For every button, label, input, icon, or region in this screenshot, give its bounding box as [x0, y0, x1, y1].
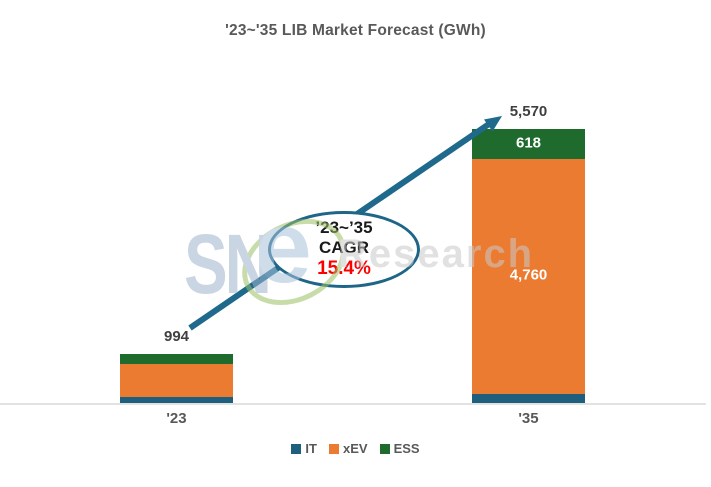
- bar-segment-xev: [120, 363, 233, 398]
- bar-segment-xev: 4,760: [472, 159, 585, 394]
- legend-item-xev: xEV: [328, 441, 368, 456]
- legend-swatch-ess: [379, 443, 390, 454]
- bar-23: 994: [120, 328, 233, 403]
- bar-segment-it: [472, 393, 585, 403]
- bar-total-label: 5,570: [509, 103, 548, 120]
- cagr-value: 15.4%: [317, 258, 371, 280]
- bar-total-label: 994: [163, 328, 190, 346]
- chart-title: '23~'35 LIB Market Forecast (GWh): [225, 22, 486, 39]
- x-axis-label-23: '23: [166, 410, 187, 427]
- bar-35: 4,760 618 5,570: [472, 103, 585, 403]
- legend-swatch-it: [291, 443, 302, 454]
- legend-swatch-xev: [328, 443, 339, 454]
- bar-segment-ess: 618: [472, 129, 585, 160]
- arrowhead-icon: [484, 116, 502, 132]
- cagr-period: ’23~’35: [315, 217, 373, 237]
- segment-value-label: 4,760: [509, 267, 548, 285]
- cagr-callout: ’23~’35 CAGR 15.4%: [268, 211, 420, 288]
- legend-label-it: IT: [305, 441, 317, 456]
- legend-item-ess: ESS: [379, 441, 420, 456]
- legend-label-xev: xEV: [342, 441, 368, 456]
- legend: IT xEV ESS: [0, 441, 711, 456]
- legend-item-it: IT: [291, 441, 317, 456]
- bar-segment-ess: [120, 354, 233, 364]
- x-axis-line: [0, 403, 706, 405]
- segment-value-label: 618: [515, 134, 542, 152]
- x-axis-label-35: '35: [518, 410, 539, 427]
- legend-label-ess: ESS: [393, 441, 420, 456]
- bar-segment-it: [120, 397, 233, 403]
- cagr-metric: CAGR: [318, 238, 370, 258]
